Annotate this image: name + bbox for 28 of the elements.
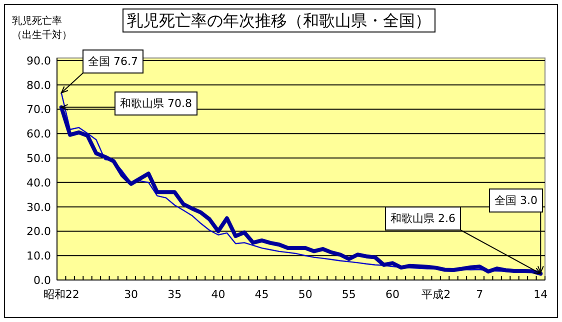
y-axis-title: 乳児死亡率 [12,15,62,27]
x-tick-label: 30 [124,288,138,301]
x-tick-label: 7 [476,288,484,301]
y-tick-label: 20.0 [26,225,51,238]
x-tick-label: 55 [342,288,356,301]
x-tick-label: 14 [534,288,548,301]
y-tick-label: 90.0 [26,54,51,68]
x-tick-label: 35 [168,288,182,301]
x-tick-label: 50 [298,288,312,301]
x-tick-label: 40 [211,288,226,301]
text: （出生千対） [12,29,72,41]
y-tick-label: 50.0 [26,152,51,166]
annotation: 和歌山県 2.6 [390,212,456,225]
annotation: 和歌山県 70.8 [120,97,192,110]
x-tick-label: 昭和22 [43,288,80,301]
chart-title: 乳児死亡率の年次推移（和歌山県・全国） [127,11,431,30]
y-tick-label: 80.0 [26,78,51,92]
y-tick-label: 30.0 [26,200,51,214]
y-tick-label: 0.0 [34,274,51,287]
annotation: 全国 3.0 [494,194,538,207]
y-tick-label: 70.0 [26,103,51,116]
y-tick-label: 40.0 [26,176,51,190]
x-tick-label: 60 [386,288,400,301]
y-tick-label: 60.0 [26,128,51,141]
x-tick-label: 平成2 [422,288,451,301]
x-tick-label: 45 [254,288,269,301]
annotation: 全国 76.7 [88,55,138,68]
y-tick-label: 10.0 [26,250,51,263]
